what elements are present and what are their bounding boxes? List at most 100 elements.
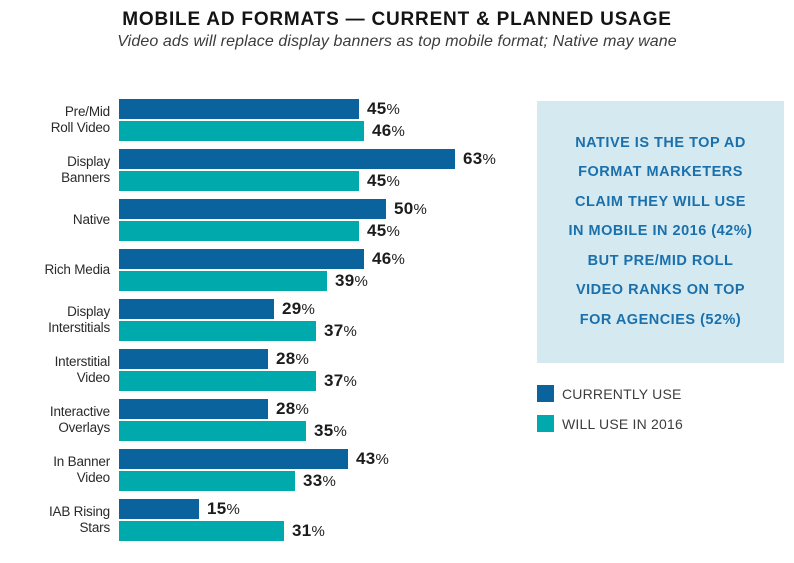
currently-use-swatch [537,385,554,402]
bar-will-use-2016 [119,121,364,141]
chart-subtitle: Video ads will replace display banners a… [117,33,677,50]
bar-currently-use [119,199,386,219]
bar-pair: 43% 33% [119,449,540,491]
callout-line: BUT PRE/MID ROLL [587,252,734,269]
category-label: Rich Media [44,262,110,277]
bar-will-use-2016 [119,471,295,491]
legend-item-will-use-2016: WILL USE IN 2016 [537,415,683,432]
value-label: 29% [282,299,316,318]
bar-will-use-2016 [119,171,359,191]
bar-line: 33% [119,471,540,491]
bar-line: 43% [119,449,540,469]
value-label: 45% [367,99,401,118]
bar-currently-use [119,149,455,169]
bar-rows: Pre/Mid Roll Video 45% 46% Display Banners 63%… [0,99,540,541]
value-label: 45% [367,171,401,190]
callout-line: FORMAT MARKETERS [578,164,743,181]
bar-row: In Banner Video 43% 33% [0,449,540,491]
bar-pair: 29% 37% [119,299,540,341]
bar-line: 45% [119,221,540,241]
bar-will-use-2016 [119,521,284,541]
value-label: 37% [324,321,358,340]
bar-row: Display Banners 63% 45% [0,149,540,191]
category-label: Display Interstitials [48,304,110,335]
bar-line: 46% [119,249,540,269]
value-label: 15% [207,499,241,518]
bar-row: Rich Media 46% 39% [0,249,540,291]
bar-line: 35% [119,421,540,441]
bar-pair: 63% 45% [119,149,540,191]
bar-pair: 28% 35% [119,399,540,441]
value-label: 50% [394,199,428,218]
value-label: 33% [303,471,337,490]
category-label: Interactive Overlays [49,404,110,435]
category-label: IAB Rising Stars [48,504,110,535]
value-label: 45% [367,221,401,240]
value-label: 43% [356,449,390,468]
bar-pair: 45% 46% [119,99,540,141]
bar-pair: 46% 39% [119,249,540,291]
bar-line: 31% [119,521,540,541]
callout-line: CLAIM THEY WILL USE [575,193,746,210]
category-label: Native [72,212,110,227]
bar-line: 37% [119,371,540,391]
value-label: 28% [276,349,310,368]
value-label: 37% [324,371,358,390]
category-label: Pre/Mid Roll Video [50,104,110,135]
chart-title: MOBILE AD FORMATS — CURRENT & PLANNED US… [122,9,672,30]
bar-line: 28% [119,349,540,369]
value-label: 46% [372,121,406,140]
value-label: 35% [314,421,348,440]
bar-currently-use [119,99,359,119]
bar-currently-use [119,499,199,519]
bar-line: 45% [119,171,540,191]
bar-pair: 15% 31% [119,499,540,541]
bar-will-use-2016 [119,221,359,241]
bar-currently-use [119,299,274,319]
category-label: Interstitial Video [54,354,111,385]
callout-line: IN MOBILE IN 2016 (42%) [568,223,753,240]
bar-pair: 50% 45% [119,199,540,241]
legend-label-currently-use: CURRENTLY USE [562,385,682,402]
bar-currently-use [119,449,348,469]
bar-row: Interstitial Video 28% 37% [0,349,540,391]
bar-row: Pre/Mid Roll Video 45% 46% [0,99,540,141]
bar-line: 28% [119,399,540,419]
bar-line: 63% [119,149,540,169]
bar-currently-use [119,399,268,419]
bar-line: 46% [119,121,540,141]
bar-line: 39% [119,271,540,291]
bar-will-use-2016 [119,371,316,391]
bar-row: Native 50% 45% [0,199,540,241]
value-label: 39% [335,271,369,290]
bar-chart: Pre/Mid Roll Video 45% 46% Display Banners 63%… [0,99,540,549]
bar-pair: 28% 37% [119,349,540,391]
bar-line: 50% [119,199,540,219]
bar-currently-use [119,349,268,369]
bar-row: Display Interstitials 29% 37% [0,299,540,341]
legend-item-currently-use: CURRENTLY USE [537,385,683,402]
value-label: 31% [292,521,326,540]
callout-line: FOR AGENCIES (52%) [579,311,742,328]
bar-will-use-2016 [119,421,306,441]
legend-label-will-use-2016: WILL USE IN 2016 [562,415,683,432]
callout-line: NATIVE IS THE TOP AD [575,134,746,151]
callout-line: VIDEO RANKS ON TOP [575,282,746,299]
callout-text: NATIVE IS THE TOP AD FORMAT MARKETERS CLAI… [537,129,784,336]
value-label: 46% [372,249,406,268]
category-label: In Banner Video [53,454,110,485]
bar-currently-use [119,249,364,269]
bar-line: 45% [119,99,540,119]
value-label: 63% [463,149,497,168]
will-use-2016-swatch [537,415,554,432]
bar-row: IAB Rising Stars 15% 31% [0,499,540,541]
category-label: Display Banners [61,154,110,185]
bar-line: 37% [119,321,540,341]
bar-row: Interactive Overlays 28% 35% [0,399,540,441]
bar-will-use-2016 [119,271,327,291]
callout-box: NATIVE IS THE TOP AD FORMAT MARKETERS CLAI… [537,101,784,363]
bar-line: 29% [119,299,540,319]
bar-will-use-2016 [119,321,316,341]
legend: CURRENTLY USE WILL USE IN 2016 [537,385,683,445]
